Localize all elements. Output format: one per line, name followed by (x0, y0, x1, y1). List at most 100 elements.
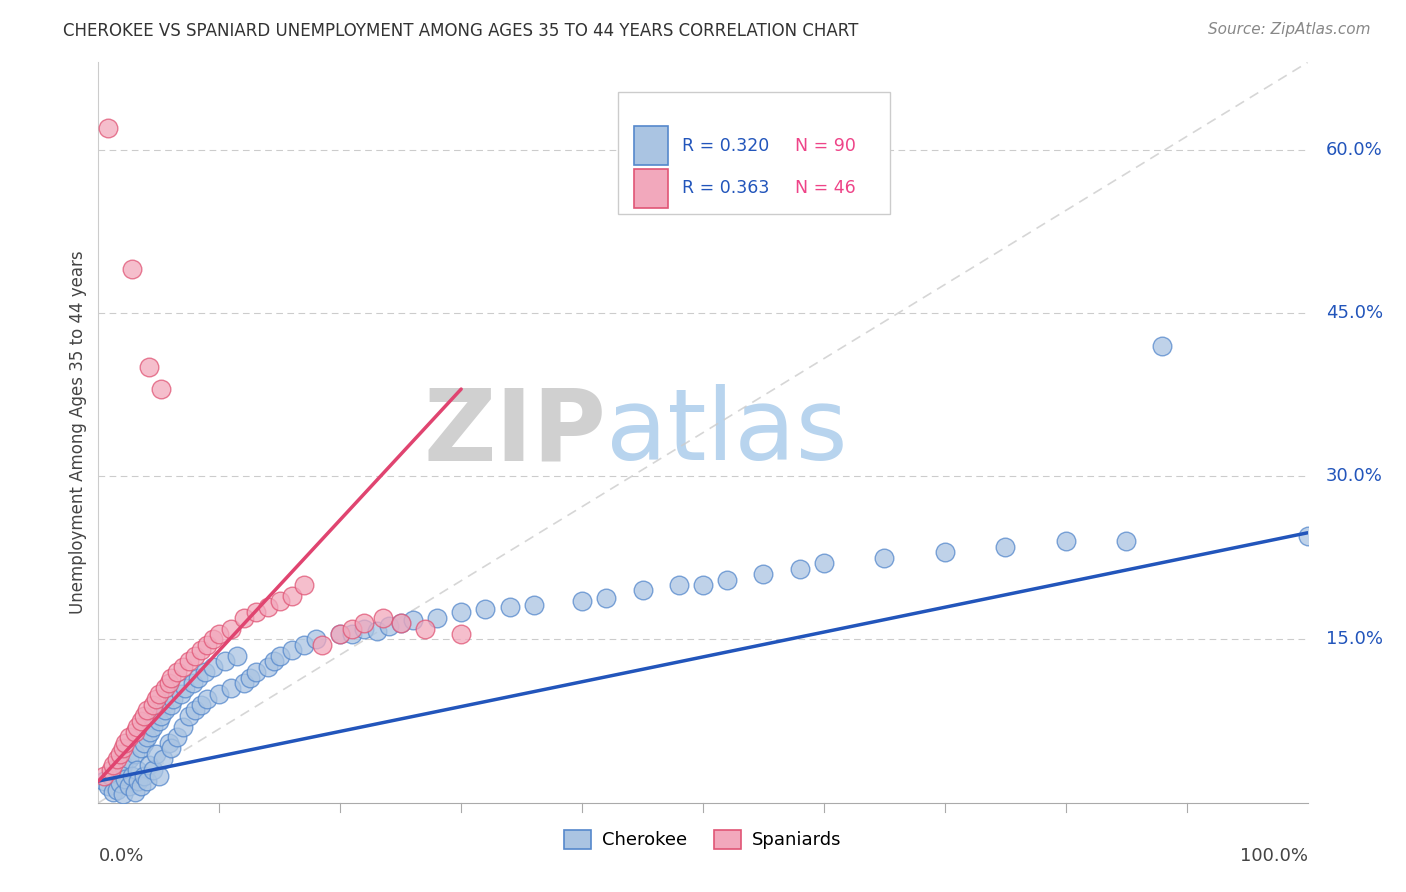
Point (389, 616, 412, 631)
Point (93, 768, 115, 782)
Point (281, 589, 304, 603)
Point (232, 611, 254, 625)
Point (353, 616, 375, 631)
Point (174, 681, 197, 696)
Point (221, 681, 243, 696)
Text: N = 90: N = 90 (794, 136, 856, 154)
Point (129, 780, 152, 794)
Text: 30.0%: 30.0% (1326, 467, 1382, 485)
Text: 60.0%: 60.0% (1326, 141, 1382, 159)
Point (135, 703, 157, 717)
Point (994, 540, 1017, 554)
Point (135, 731, 157, 745)
Point (114, 772, 136, 786)
FancyBboxPatch shape (634, 169, 668, 208)
Point (426, 611, 449, 625)
Point (150, 382, 173, 396)
Y-axis label: Unemployment Among Ages 35 to 44 years: Unemployment Among Ages 35 to 44 years (69, 251, 87, 615)
Point (114, 736, 136, 750)
Point (127, 774, 149, 789)
Point (101, 785, 124, 799)
Point (179, 654, 201, 668)
Point (1296, 529, 1319, 543)
Point (668, 578, 690, 592)
Point (195, 692, 218, 706)
Point (97, 120, 120, 135)
Point (105, 782, 128, 797)
Point (162, 692, 184, 706)
Point (142, 698, 165, 712)
Point (118, 731, 141, 745)
Point (142, 763, 165, 777)
Point (221, 622, 243, 636)
Point (202, 632, 225, 647)
Point (752, 567, 775, 582)
Point (145, 692, 167, 706)
Point (121, 262, 143, 277)
Text: N = 46: N = 46 (794, 179, 856, 197)
Point (450, 605, 472, 619)
Text: 45.0%: 45.0% (1326, 304, 1384, 322)
Point (269, 648, 291, 663)
Point (571, 594, 593, 608)
Point (142, 720, 165, 734)
Point (1054, 534, 1077, 549)
Point (160, 741, 183, 756)
Point (172, 720, 194, 734)
Point (134, 768, 156, 782)
Point (329, 627, 352, 641)
Text: 100.0%: 100.0% (1240, 847, 1308, 865)
Point (281, 643, 304, 657)
Point (226, 648, 249, 663)
Point (239, 671, 262, 685)
Text: Source: ZipAtlas.com: Source: ZipAtlas.com (1208, 22, 1371, 37)
Text: atlas: atlas (606, 384, 848, 481)
Point (129, 741, 152, 756)
FancyBboxPatch shape (619, 92, 890, 214)
Point (111, 741, 134, 756)
Point (118, 752, 141, 766)
Point (366, 624, 388, 638)
Point (100, 763, 122, 777)
Point (1115, 534, 1137, 549)
Point (148, 687, 170, 701)
Point (145, 747, 167, 761)
Point (139, 725, 162, 739)
Point (389, 616, 412, 631)
Point (157, 736, 180, 750)
Point (184, 703, 207, 717)
Point (263, 654, 285, 668)
Point (153, 703, 176, 717)
Point (195, 638, 218, 652)
Point (256, 599, 278, 614)
Point (157, 676, 180, 690)
Point (134, 736, 156, 750)
Point (194, 665, 217, 680)
Point (118, 780, 141, 794)
Point (245, 665, 267, 680)
Point (716, 573, 738, 587)
Point (292, 638, 315, 652)
Text: ZIP: ZIP (423, 384, 606, 481)
Point (138, 360, 160, 375)
Point (100, 768, 122, 782)
FancyBboxPatch shape (634, 127, 668, 165)
Point (93, 774, 115, 789)
Point (789, 562, 811, 576)
Point (208, 687, 231, 701)
Point (129, 714, 152, 728)
Point (413, 622, 436, 636)
Point (474, 602, 496, 616)
Point (523, 598, 546, 612)
Point (187, 671, 209, 685)
Point (202, 659, 225, 673)
Text: 15.0%: 15.0% (1326, 631, 1382, 648)
Point (134, 708, 156, 723)
Point (595, 591, 617, 606)
Point (873, 550, 896, 565)
Point (148, 768, 170, 782)
Point (214, 654, 236, 668)
Point (153, 681, 176, 696)
Point (181, 676, 204, 690)
Point (124, 747, 146, 761)
